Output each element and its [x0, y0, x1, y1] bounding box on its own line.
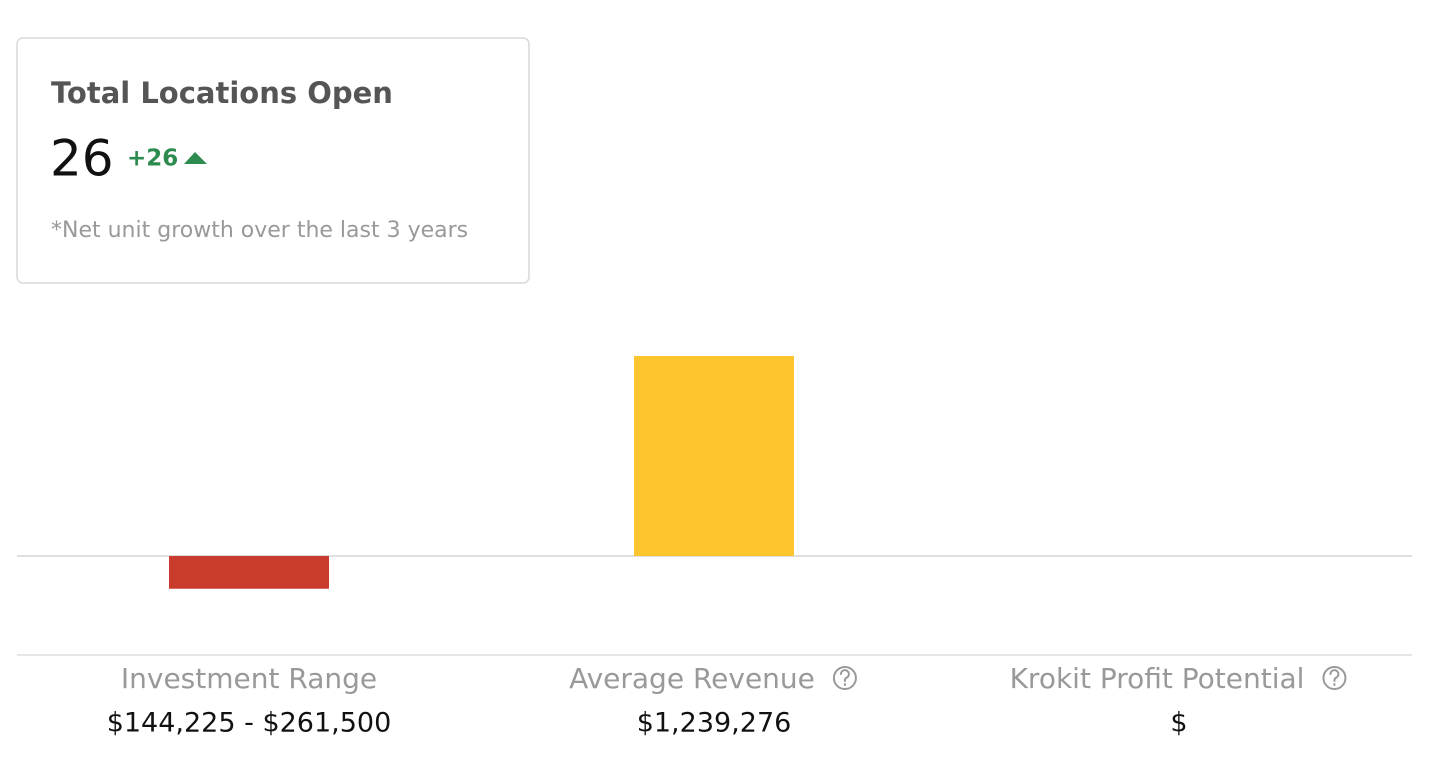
help-icon[interactable]	[832, 666, 857, 690]
card-note: *Net unit growth over the last 3 years	[51, 218, 468, 243]
card-change: +26	[127, 146, 178, 172]
category-label: Investment Range	[121, 662, 377, 695]
help-icon[interactable]	[1322, 666, 1347, 690]
bar	[169, 555, 329, 589]
up-arrow	[184, 152, 207, 164]
value-label: $144,225 - $261,500	[107, 708, 392, 739]
card-value: 26	[50, 130, 114, 188]
value-label: $	[1170, 708, 1187, 739]
card-title: Total Locations Open	[51, 76, 393, 110]
summary-card	[16, 37, 530, 284]
value-label: $1,239,276	[637, 708, 792, 739]
category-label: Krokit Profit Potential	[1010, 662, 1305, 695]
bar	[634, 356, 794, 556]
category-label: Average Revenue	[569, 662, 815, 695]
